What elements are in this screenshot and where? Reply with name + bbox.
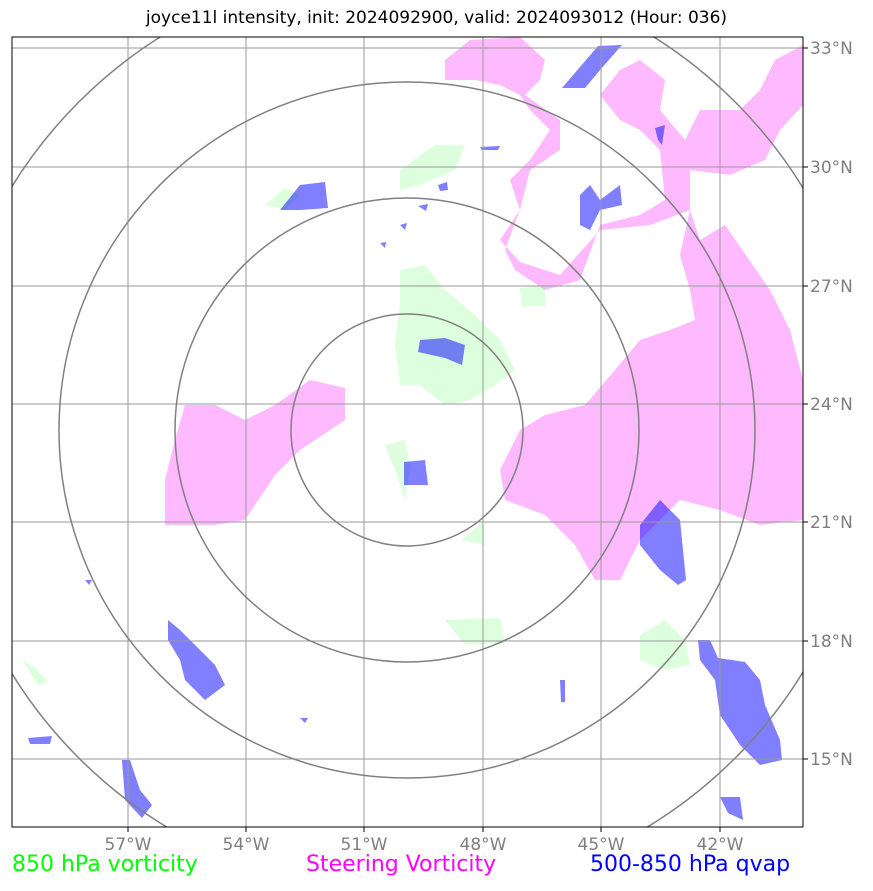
- vorticity-850-region-center: [395, 265, 515, 405]
- qvap-region-small4: [400, 223, 407, 230]
- qvap-region-small5: [380, 242, 386, 248]
- steering-vorticity-layer: [165, 37, 803, 580]
- lat-tick-label: 21°N: [810, 513, 853, 533]
- legend-steering-vorticity: Steering Vorticity: [306, 852, 497, 877]
- lat-tick-label: 30°N: [810, 158, 853, 178]
- vorticity-850-region-small5: [22, 660, 48, 685]
- lat-tick-label: 33°N: [810, 39, 853, 59]
- qvap-region-southwest: [168, 620, 225, 700]
- qvap-layer: [28, 45, 782, 820]
- qvap-region-small7: [560, 680, 565, 702]
- lat-tick-label: 18°N: [810, 632, 853, 652]
- qvap-region-small6: [480, 146, 500, 150]
- qvap-region-small2: [438, 182, 448, 191]
- steering-vorticity-region-west: [165, 380, 345, 525]
- vorticity-850-region-southeast: [640, 620, 690, 670]
- lon-tick-labels: 57°W 54°W 51°W 48°W 45°W 42°W: [105, 835, 744, 855]
- qvap-region-small9: [85, 580, 92, 585]
- vorticity-850-region-small4: [462, 522, 485, 545]
- qvap-region-small3: [418, 204, 428, 211]
- qvap-region-small8: [300, 718, 308, 723]
- lon-tick-label: 42°W: [697, 835, 744, 855]
- lon-tick-label: 57°W: [105, 835, 152, 855]
- range-ring-1: [290, 313, 524, 547]
- map-frame: [11, 36, 804, 828]
- lat-tick-label: 15°N: [810, 750, 853, 770]
- range-ring-2: [174, 197, 640, 663]
- qvap-region-southwest-2: [122, 760, 152, 818]
- lon-tick-label: 48°W: [460, 835, 507, 855]
- vorticity-850-region-small3: [520, 285, 545, 306]
- vorticity-850-region-small1: [385, 440, 410, 500]
- qvap-region-south-center: [404, 460, 428, 485]
- legend-qvap: 500-850 hPa qvap: [590, 852, 791, 877]
- lon-tick-label: 54°W: [223, 835, 270, 855]
- qvap-region-south-east: [720, 797, 743, 820]
- qvap-region-center: [418, 338, 465, 365]
- qvap-region-north: [280, 182, 328, 210]
- qvap-region-small1: [655, 125, 665, 145]
- map-title: joyce11l intensity, init: 2024092900, va…: [145, 8, 728, 28]
- lat-tick-label: 24°N: [810, 395, 853, 415]
- qvap-region-southeast: [698, 640, 782, 765]
- vorticity-850-region-small2: [265, 188, 300, 210]
- qvap-region-northeast-1: [562, 45, 622, 88]
- steering-vorticity-region-northeast: [445, 37, 803, 580]
- qvap-region-southwest-3: [28, 736, 52, 744]
- lon-tick-label: 45°W: [578, 835, 625, 855]
- vorticity-850-region-south: [445, 618, 505, 645]
- lat-tick-labels: 15°N 18°N 21°N 24°N 27°N 30°N 33°N: [810, 39, 853, 770]
- legend-850-vorticity: 850 hPa vorticity: [12, 852, 198, 877]
- tick-marks: [127, 47, 808, 832]
- lon-tick-label: 51°W: [341, 835, 388, 855]
- range-ring-3: [58, 81, 756, 779]
- qvap-region-east: [640, 500, 686, 585]
- gridlines: [12, 37, 803, 827]
- lat-tick-label: 27°N: [810, 277, 853, 297]
